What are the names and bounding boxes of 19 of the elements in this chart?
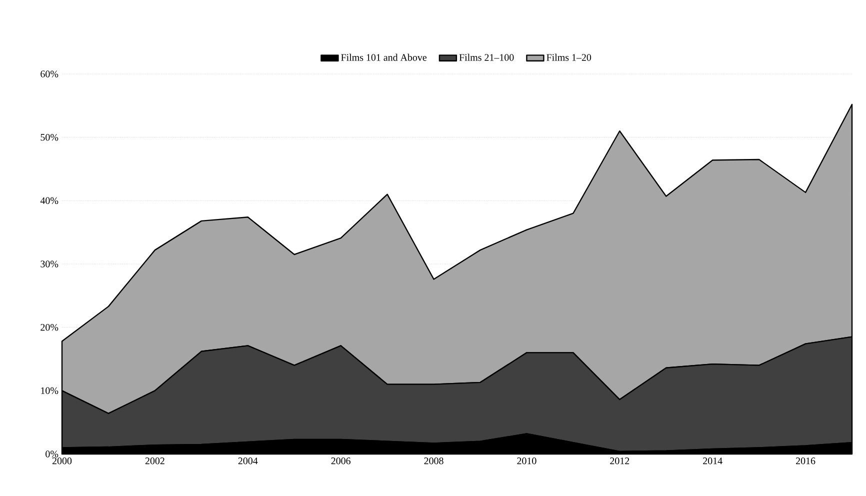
x-tick-label: 2006 xyxy=(331,458,350,464)
y-tick-label: 40% xyxy=(40,197,58,204)
legend-label: Films 1–20 xyxy=(546,54,592,61)
x-tick-label: 2016 xyxy=(796,458,816,464)
x-tick-label: 2008 xyxy=(424,458,444,464)
y-tick-label: 10% xyxy=(41,387,58,394)
y-tick-label: 0% xyxy=(46,450,58,458)
y-tick-label: 60% xyxy=(40,70,58,78)
x-tick-label: 2012 xyxy=(610,458,630,464)
legend-label: Films 21–100 xyxy=(459,54,514,61)
x-tick-label: 2004 xyxy=(238,458,258,464)
x-tick-label: 2014 xyxy=(703,458,722,464)
x-tick-label: 2002 xyxy=(145,458,164,464)
y-tick-label: 20% xyxy=(40,324,58,331)
y-tick-label: 30% xyxy=(40,260,58,268)
x-tick-label: 2000 xyxy=(52,458,72,464)
legend-label: Films 101 and Above xyxy=(341,54,426,61)
y-tick-label: 50% xyxy=(40,134,58,141)
x-tick-label: 2010 xyxy=(517,458,536,464)
